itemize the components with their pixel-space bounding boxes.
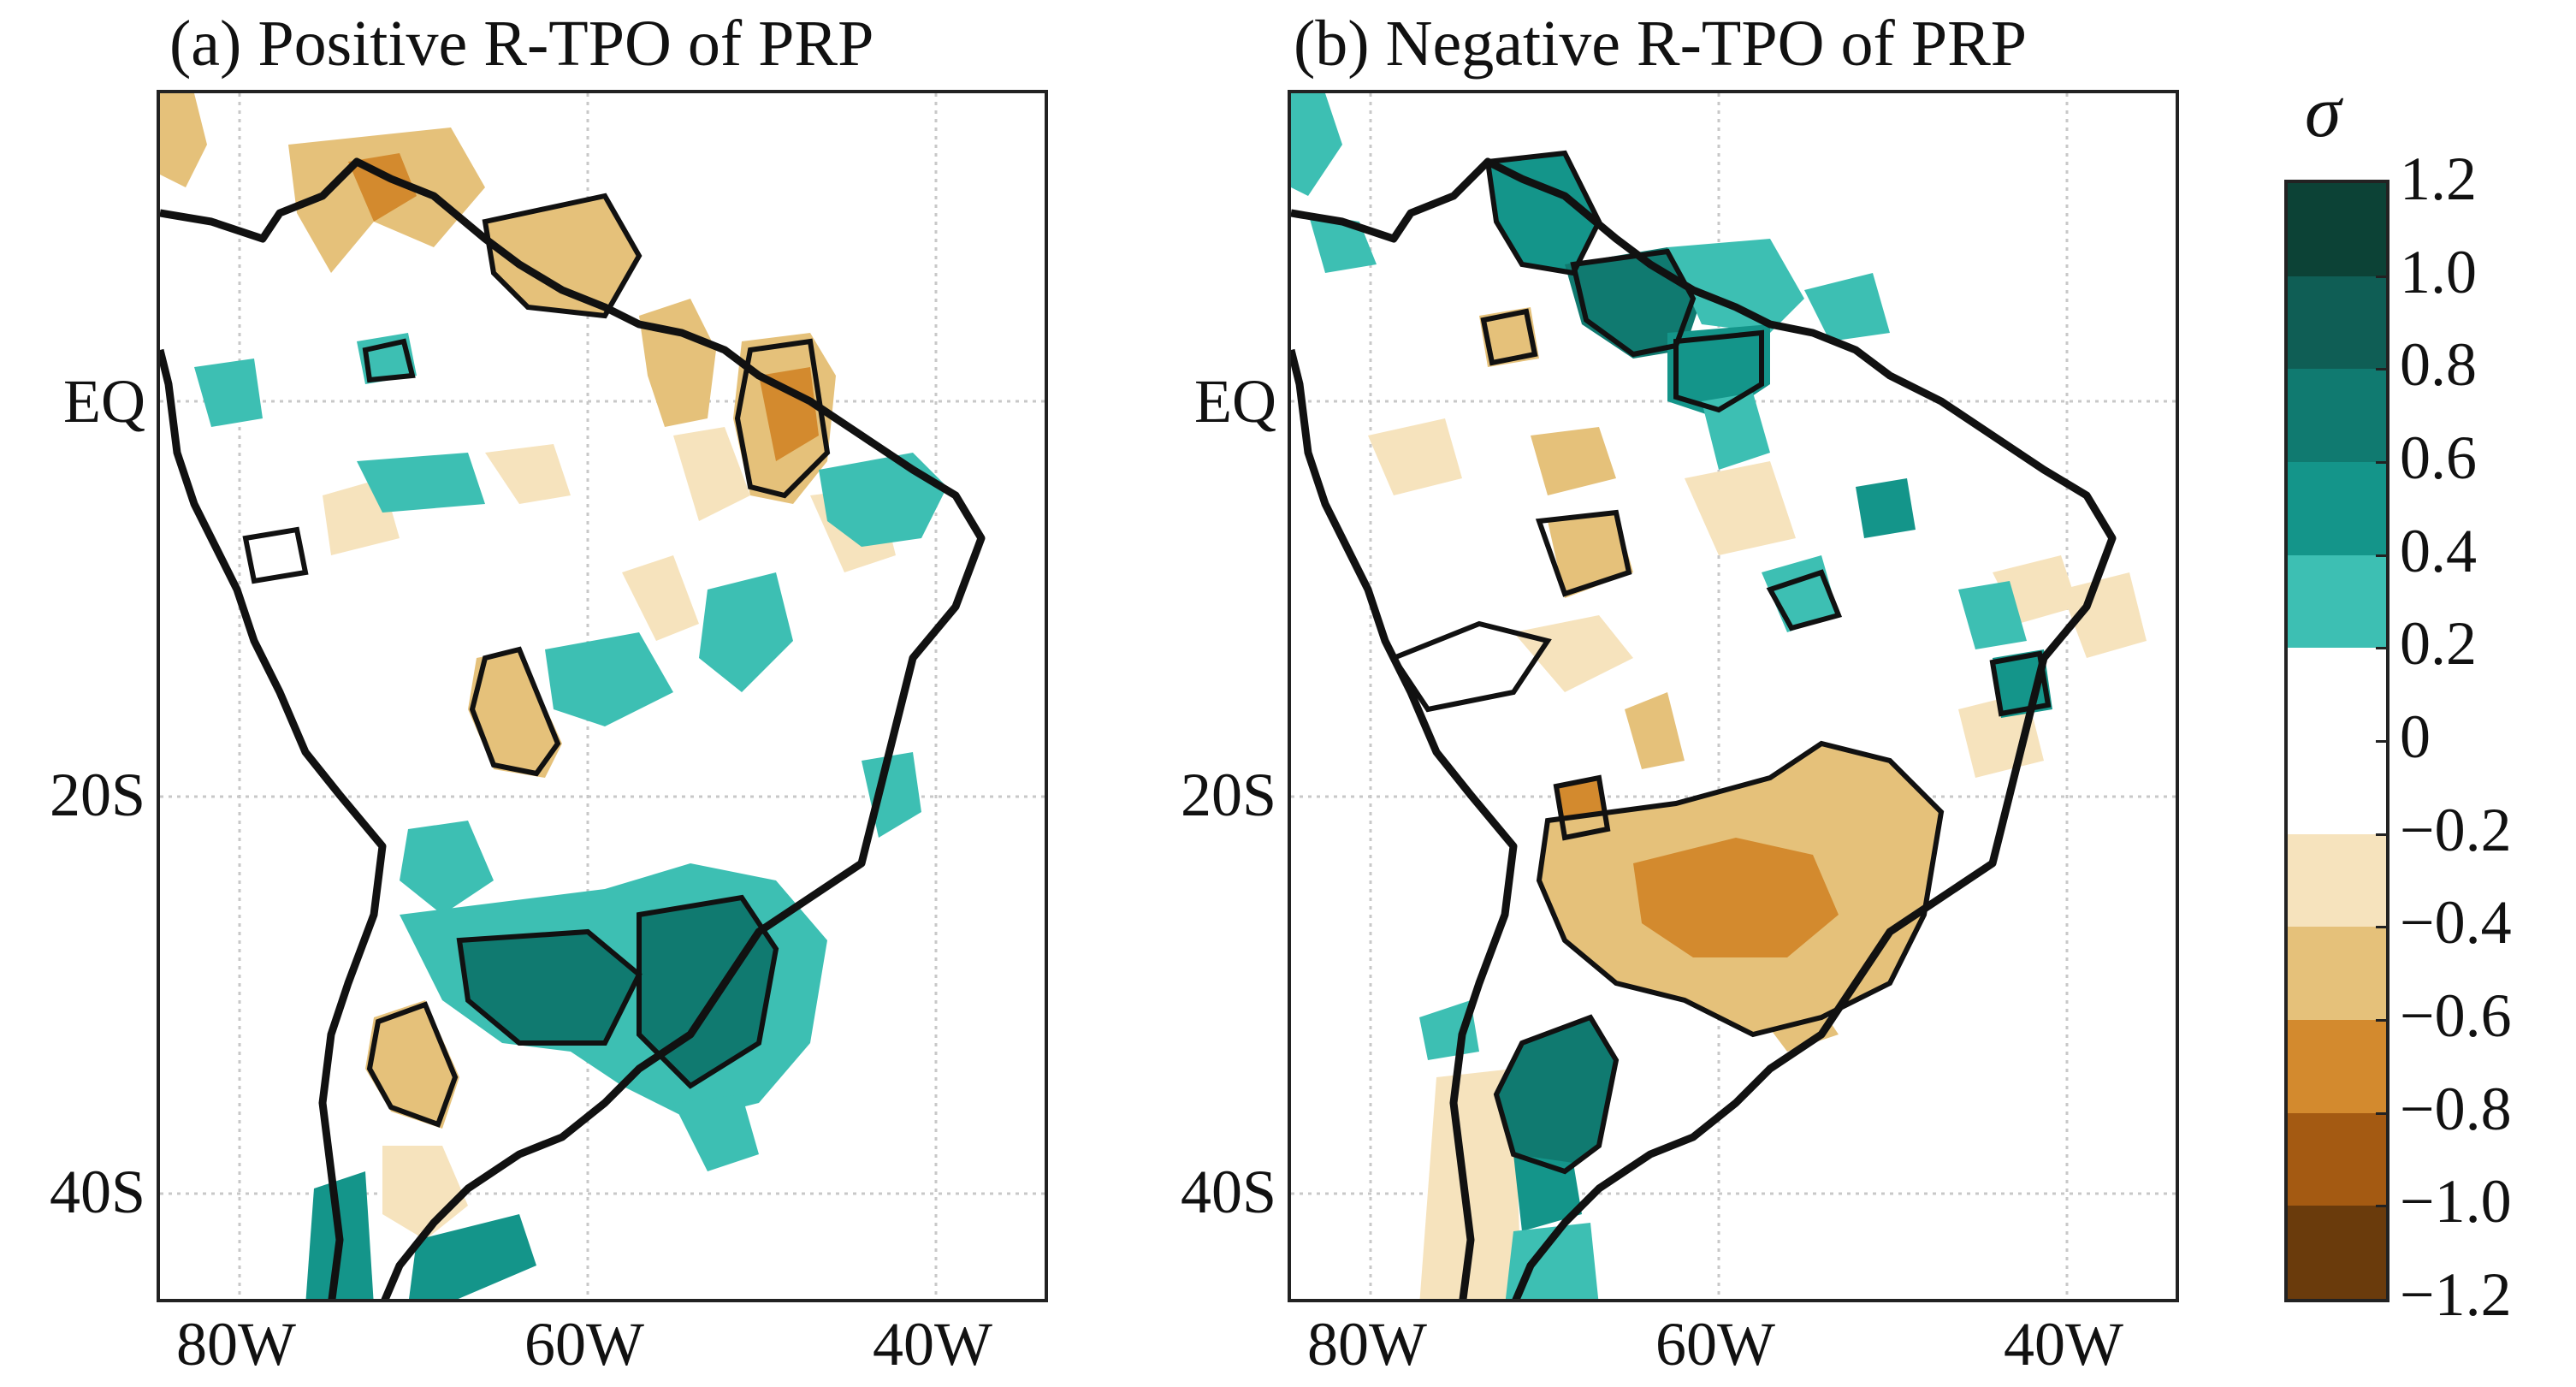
panel-b-xtick-60w: 60W <box>1655 1310 1775 1378</box>
panel-b-coastline <box>1291 157 2117 1299</box>
colorbar-tick <box>2376 926 2389 929</box>
colorbar-segment <box>2288 554 2386 649</box>
colorbar-tick <box>2376 461 2389 464</box>
colorbar-segment <box>2288 276 2386 370</box>
colorbar-title: σ <box>2305 70 2342 152</box>
panel-a-coastline <box>160 157 986 1299</box>
panel-a-title: (a) Positive R-TPO of PRP <box>169 8 874 80</box>
colorbar-segment <box>2288 1112 2386 1207</box>
panel-b-xtick-80w: 80W <box>1307 1310 1427 1378</box>
panel-a-xtick-60w: 60W <box>524 1310 644 1378</box>
colorbar-tick <box>2376 368 2389 371</box>
panel-b-ytick-40s: 40S <box>1180 1158 1276 1226</box>
panel-a-ytick-eq: EQ <box>63 367 145 436</box>
colorbar-label: −1.0 <box>2400 1167 2512 1236</box>
colorbar-tick <box>2376 1111 2389 1115</box>
colorbar-label: 0.6 <box>2400 424 2477 492</box>
panel-a-ytick-20s: 20S <box>49 761 145 829</box>
colorbar-segment <box>2288 927 2386 1021</box>
colorbar-label: −1.2 <box>2400 1260 2512 1329</box>
colorbar-segment <box>2288 833 2386 928</box>
panel-b-negative-anomalies <box>1368 307 2147 1299</box>
panel-b-map-svg <box>1291 93 2176 1299</box>
colorbar-tick <box>2376 740 2389 743</box>
panel-b-significance-contours <box>1389 150 2052 1175</box>
colorbar-tick <box>2376 833 2389 836</box>
colorbar-tick <box>2376 1019 2389 1022</box>
colorbar-segment <box>2288 183 2386 277</box>
colorbar-segment <box>2288 741 2386 835</box>
colorbar-label: −0.4 <box>2400 888 2512 957</box>
panel-a-positive-anomalies <box>194 333 947 1299</box>
colorbar-label: −0.6 <box>2400 981 2512 1050</box>
panel-a-map-svg <box>160 93 1045 1299</box>
colorbar-tick <box>2376 554 2389 557</box>
colorbar-tick <box>2376 1205 2389 1208</box>
colorbar-label: 0 <box>2400 702 2431 771</box>
colorbar-tick <box>2376 647 2389 650</box>
colorbar-segment <box>2288 1020 2386 1114</box>
colorbar-label: 1.2 <box>2400 145 2477 213</box>
panel-a-gridlines <box>160 93 1045 1299</box>
panel-a-ytick-40s: 40S <box>49 1158 145 1226</box>
panel-b-map <box>1288 90 2179 1302</box>
panel-b-ytick-eq: EQ <box>1194 367 1276 436</box>
colorbar-label: −0.8 <box>2400 1074 2512 1143</box>
panel-b-title: (b) Negative R-TPO of PRP <box>1294 8 2028 80</box>
panel-b-ytick-20s: 20S <box>1180 761 1276 829</box>
colorbar-label: 0.4 <box>2400 516 2477 585</box>
colorbar-label: 0.2 <box>2400 609 2477 679</box>
panel-a-map <box>157 90 1048 1302</box>
panel-a-xtick-80w: 80W <box>176 1310 296 1378</box>
colorbar-segment <box>2288 369 2386 463</box>
colorbar-label: −0.2 <box>2400 795 2512 864</box>
colorbar-segment <box>2288 462 2386 556</box>
panel-a-xtick-40w: 40W <box>873 1310 992 1378</box>
panel-b-xtick-40w: 40W <box>2004 1310 2123 1378</box>
colorbar-segment <box>2288 1206 2386 1299</box>
colorbar-segment <box>2288 648 2386 742</box>
colorbar <box>2284 180 2389 1302</box>
colorbar-label: 1.0 <box>2400 237 2477 306</box>
colorbar-label: 0.8 <box>2400 330 2477 400</box>
panel-a-negative-anomalies <box>160 93 896 1240</box>
colorbar-tick <box>2376 275 2389 278</box>
panel-a-significance-contours <box>242 193 831 1128</box>
panel-b-positive-anomalies <box>1291 93 2052 1299</box>
